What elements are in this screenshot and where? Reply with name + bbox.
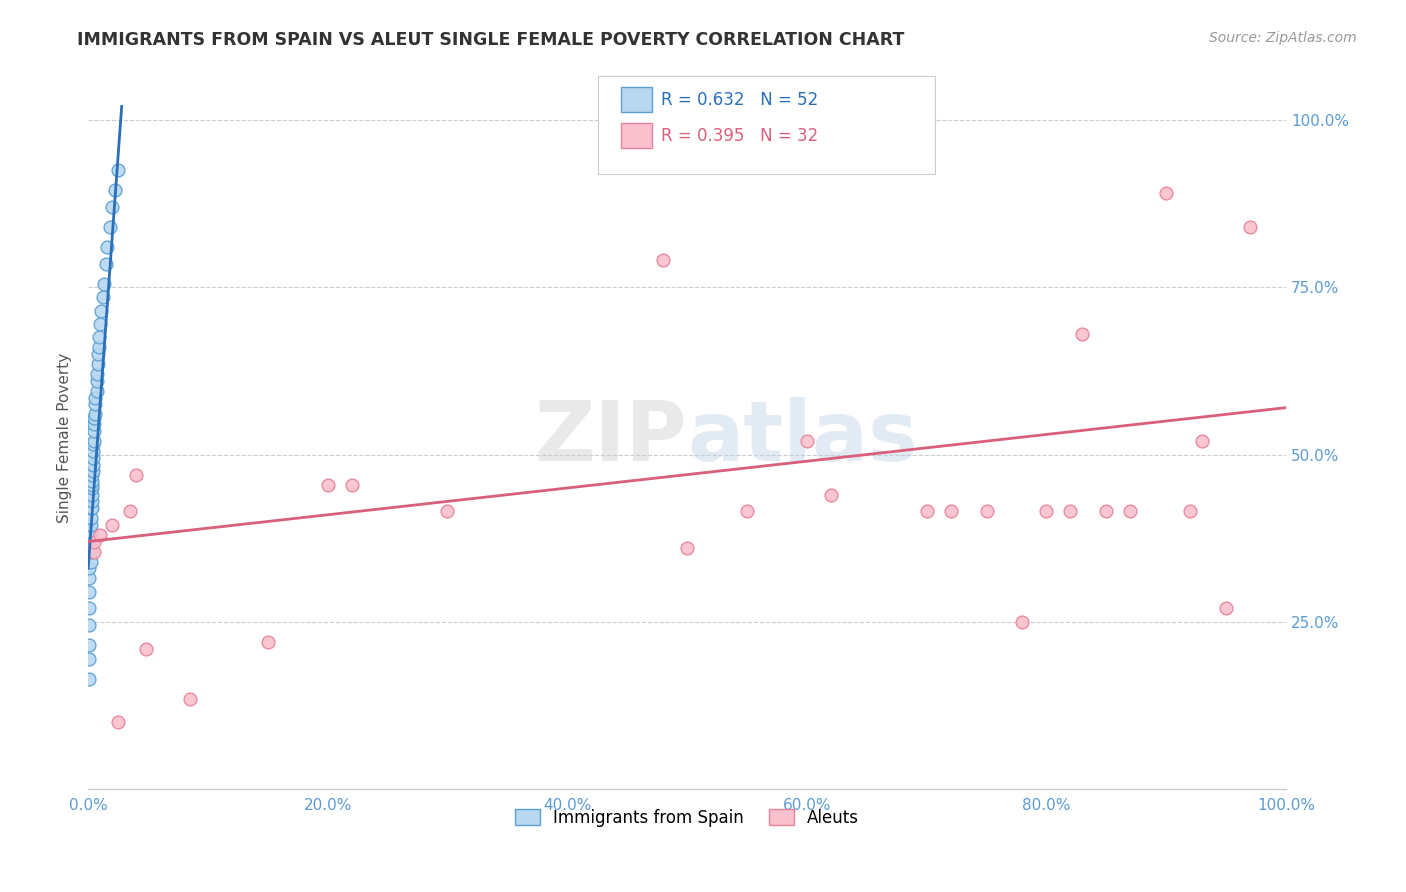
Point [87,347,110,361]
Point [820,488,842,502]
Point [79,571,101,585]
Point [676,541,699,556]
Point [107,715,129,730]
Point [80,481,103,495]
Point [79,541,101,556]
Point [84,397,107,411]
Point [86,368,108,382]
Point [90,303,112,318]
Point [89,317,111,331]
Point [1239,219,1261,234]
Point [80,475,103,489]
Point [1154,186,1177,201]
Point [83,544,105,558]
Point [93,277,115,291]
Point [79,517,101,532]
Point [80,488,103,502]
Point [101,517,124,532]
Point [135,641,157,656]
Y-axis label: Single Female Poverty: Single Female Poverty [58,352,72,523]
Point [101,200,124,214]
Point [79,651,101,665]
Point [84,408,107,422]
Point [89,528,111,542]
Point [103,183,125,197]
Point [1191,434,1213,449]
Point [94,257,117,271]
Point [652,253,675,268]
Point [83,434,105,449]
Point [939,504,962,518]
Point [79,672,101,686]
Point [82,444,104,458]
Legend: Immigrants from Spain, Aleuts: Immigrants from Spain, Aleuts [508,802,866,834]
Point [256,635,278,649]
Point [1059,504,1081,518]
Point [82,458,104,472]
Point [96,240,118,254]
Point [80,477,103,491]
Point [179,691,201,706]
Point [79,638,101,652]
Point [976,504,998,518]
Point [98,219,121,234]
Point [79,584,101,599]
Point [1178,504,1201,518]
Point [79,555,101,569]
Point [82,464,104,478]
Point [120,504,142,518]
Point [1215,601,1237,615]
Text: IMMIGRANTS FROM SPAIN VS ALEUT SINGLE FEMALE POVERTY CORRELATION CHART: IMMIGRANTS FROM SPAIN VS ALEUT SINGLE FE… [77,31,904,49]
Point [316,477,339,491]
Point [915,504,938,518]
Point [1035,504,1057,518]
Point [1011,615,1033,629]
Point [79,511,101,525]
Point [340,477,363,491]
Point [79,544,101,558]
Point [79,618,101,632]
Point [107,163,129,178]
Point [84,391,107,405]
Point [86,384,108,398]
Text: ZIP: ZIP [534,397,688,478]
Point [1095,504,1118,518]
Point [79,531,101,545]
Point [79,601,101,615]
Point [83,424,105,438]
Point [87,357,110,371]
Point [87,340,110,354]
Point [1119,504,1142,518]
Text: Source: ZipAtlas.com: Source: ZipAtlas.com [1209,31,1357,45]
Point [79,561,101,575]
Point [82,437,104,451]
Point [83,410,105,425]
Text: atlas: atlas [688,397,918,478]
Point [436,504,458,518]
Point [82,450,104,465]
Point [83,534,105,549]
Point [91,290,114,304]
Point [79,501,101,516]
Point [79,524,101,539]
Point [1071,326,1094,341]
Point [80,494,103,508]
Point [125,467,148,482]
Text: R = 0.632   N = 52: R = 0.632 N = 52 [661,91,818,109]
Point [735,504,758,518]
Point [80,501,103,516]
Point [796,434,818,449]
Point [83,417,105,432]
Point [86,374,108,388]
Text: R = 0.395   N = 32: R = 0.395 N = 32 [661,128,818,145]
Point [87,330,110,344]
Point [80,467,103,482]
